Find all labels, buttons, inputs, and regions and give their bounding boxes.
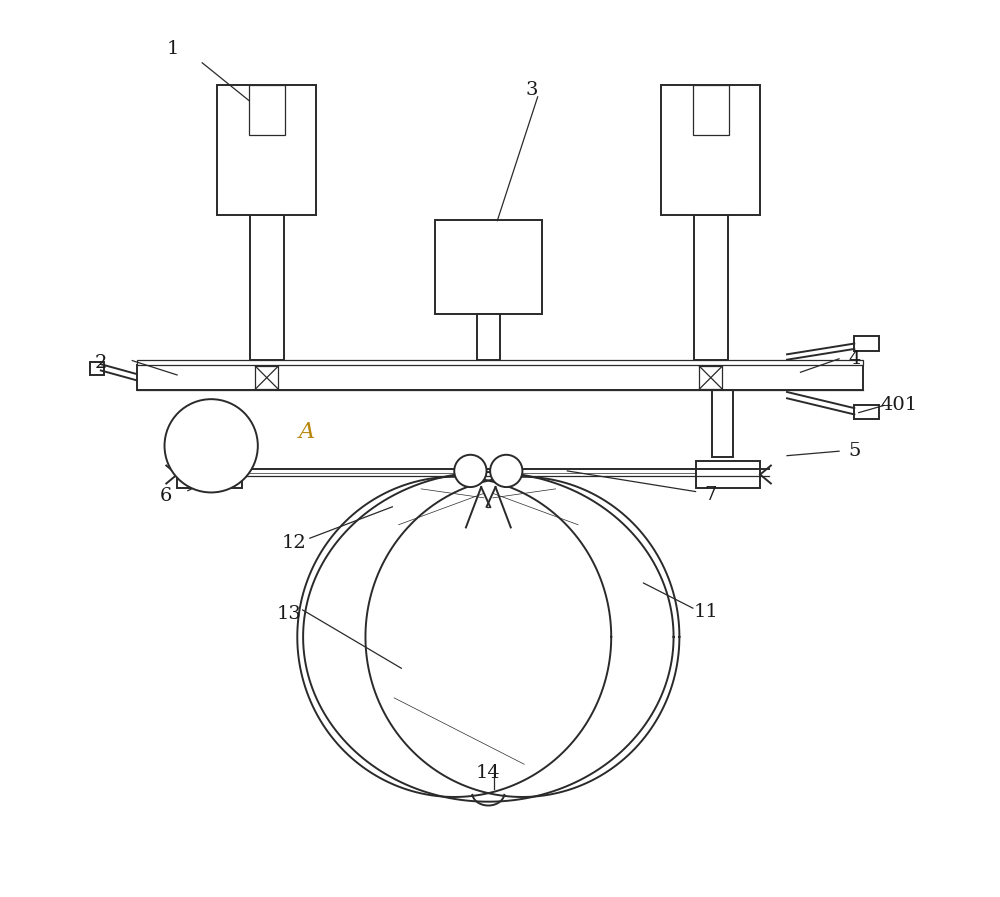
Bar — [699, 366, 722, 389]
Bar — [205, 425, 217, 441]
Text: 14: 14 — [476, 764, 501, 782]
Bar — [435, 220, 542, 314]
Text: 5: 5 — [848, 442, 861, 460]
Bar — [854, 405, 879, 419]
Bar — [477, 314, 500, 360]
Text: 4: 4 — [848, 350, 861, 368]
Text: 13: 13 — [277, 605, 302, 623]
Bar — [177, 461, 242, 488]
Circle shape — [454, 455, 487, 487]
Text: 2: 2 — [95, 354, 107, 372]
Circle shape — [490, 455, 522, 487]
Circle shape — [165, 399, 258, 492]
Bar — [250, 215, 284, 360]
Bar — [201, 422, 221, 480]
Bar — [661, 85, 760, 215]
Bar — [693, 85, 729, 135]
Bar — [217, 85, 316, 215]
Text: 11: 11 — [694, 603, 719, 621]
Text: A: A — [299, 422, 315, 443]
Text: 401: 401 — [881, 396, 918, 414]
Bar — [255, 366, 278, 389]
Text: 6: 6 — [160, 487, 173, 505]
Bar — [854, 336, 879, 351]
Text: 12: 12 — [281, 534, 306, 552]
Bar — [712, 390, 733, 457]
Bar — [694, 215, 728, 360]
Bar — [90, 362, 104, 375]
Text: 3: 3 — [525, 81, 538, 99]
Bar — [696, 461, 760, 488]
Bar — [137, 365, 863, 390]
Bar — [249, 85, 285, 135]
Text: 1: 1 — [166, 40, 179, 58]
Bar — [137, 360, 863, 365]
Text: 7: 7 — [705, 486, 717, 504]
